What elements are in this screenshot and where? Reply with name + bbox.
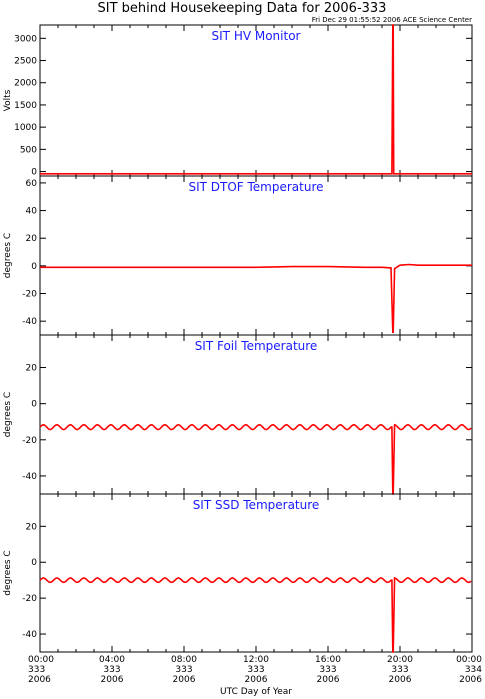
x-tick-label: 333 (247, 665, 264, 675)
y-tick-label: 60 (26, 179, 38, 189)
y-tick-label: -40 (22, 630, 37, 640)
y-tick-label: 0 (31, 262, 37, 272)
figure-title: SIT behind Housekeeping Data for 2006-33… (98, 1, 387, 16)
y-axis-label: degrees C (3, 233, 13, 278)
plot-frame (39, 334, 473, 495)
x-tick-label: 2006 (28, 675, 51, 685)
y-tick-label: 0 (31, 558, 37, 568)
x-tick-label: 334 (465, 665, 482, 675)
x-tick-label: 20:00 (387, 655, 413, 665)
x-tick-label: 333 (391, 665, 408, 675)
x-tick-label: 2006 (317, 675, 340, 685)
x-tick-label: 00:00 (28, 655, 54, 665)
y-tick-label: 40 (26, 207, 38, 217)
panel-title: SIT Foil Temperature (195, 339, 318, 353)
y-tick-label: 20 (26, 522, 38, 532)
x-tick-label: 2006 (101, 675, 124, 685)
data-line (40, 263, 472, 334)
data-line (39, 576, 472, 653)
y-tick-label: 20 (26, 364, 38, 374)
x-tick-label: 333 (28, 665, 45, 675)
y-tick-label: -20 (22, 594, 37, 604)
y-tick-label: 1500 (14, 101, 37, 111)
x-tick-label: 08:00 (171, 655, 197, 665)
x-tick-labels: 00:00333200604:00333200608:00333200612:0… (28, 655, 482, 685)
figure-subtitle: Fri Dec 29 01:55:52 2006 ACE Science Cen… (312, 16, 472, 24)
panel-title: SIT DTOF Temperature (188, 180, 323, 194)
y-axis-label: Volts (3, 89, 13, 111)
x-tick-label: 04:00 (99, 655, 125, 665)
y-axis-label: degrees C (3, 550, 13, 595)
y-tick-label: 2500 (14, 57, 37, 67)
panel-2: -40 -20 0 20 40 60 SIT DTOF Temperature degrees… (3, 175, 473, 336)
x-tick-label: 2006 (173, 675, 196, 685)
x-tick-label: 12:00 (243, 655, 269, 665)
data-line (40, 24, 472, 175)
x-tick-label: 333 (103, 665, 120, 675)
x-tick-label: 333 (175, 665, 192, 675)
y-tick-label: 500 (20, 145, 37, 155)
plot-frame (39, 175, 473, 336)
y-tick-label: 0 (31, 168, 37, 178)
y-tick-label: -40 (22, 472, 37, 482)
x-axis-label: UTC Day of Year (220, 687, 292, 697)
y-tick-label: -20 (22, 436, 37, 446)
x-tick-label: 2006 (389, 675, 412, 685)
x-tick-label: 333 (319, 665, 336, 675)
panel-title: SIT SSD Temperature (193, 498, 320, 512)
panel-3: -40 -20 0 20 SIT Foil Temperature degrees C (3, 334, 473, 495)
y-tick-label: -40 (22, 317, 37, 327)
panel-title: SIT HV Monitor (212, 29, 301, 43)
x-tick-label: 2006 (245, 675, 268, 685)
y-tick-label: 20 (26, 234, 38, 244)
x-tick-label: 16:00 (315, 655, 341, 665)
plot-frame (39, 493, 473, 653)
plot-frame (39, 24, 473, 177)
data-line (39, 423, 472, 495)
x-tick-label: 00:00 (456, 655, 482, 665)
panel-1: 0 500 1000 1500 2000 2500 3000 SIT HV Monitor Vo… (3, 24, 473, 178)
x-tick-label: 2006 (459, 675, 482, 685)
y-tick-label: 0 (31, 400, 37, 410)
y-tick-label: -20 (22, 290, 37, 300)
panel-4: -40 -20 0 20 SIT SSD Temperature degrees C (3, 493, 473, 653)
y-tick-label: 2000 (14, 79, 37, 89)
y-tick-label: 1000 (14, 123, 37, 133)
y-axis-label: degrees C (3, 392, 13, 437)
y-tick-label: 3000 (14, 34, 37, 44)
